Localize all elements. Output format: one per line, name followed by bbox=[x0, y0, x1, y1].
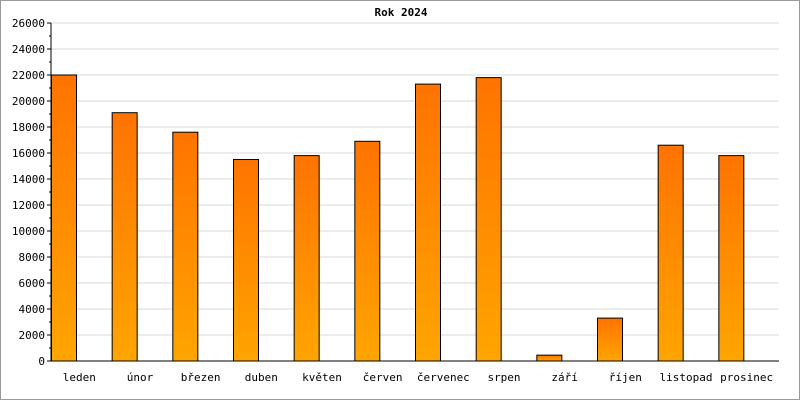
x-tick-label: červenec bbox=[417, 371, 470, 384]
x-tick-label: září bbox=[551, 371, 578, 384]
x-tick-label: únor bbox=[127, 371, 154, 384]
y-tick-label: 14000 bbox=[12, 173, 45, 186]
y-tick-label: 0 bbox=[38, 355, 45, 368]
y-tick-label: 18000 bbox=[12, 121, 45, 134]
bar-11 bbox=[718, 155, 745, 362]
y-tick-label: 24000 bbox=[12, 43, 45, 56]
bar-9 bbox=[597, 317, 623, 362]
y-tick-label: 6000 bbox=[19, 277, 46, 290]
bar-0 bbox=[51, 74, 77, 362]
bar-1 bbox=[111, 112, 138, 362]
bar-10 bbox=[657, 144, 684, 362]
bars bbox=[51, 74, 745, 362]
bar-5 bbox=[354, 140, 381, 362]
x-labels: leden únor březen duben květen červen červenec… bbox=[63, 371, 773, 384]
chart-title: Rok 2024 bbox=[375, 6, 428, 19]
y-tick-label: 4000 bbox=[19, 303, 46, 316]
x-tick-label: srpen bbox=[487, 371, 520, 384]
y-tick-label: 8000 bbox=[19, 251, 46, 264]
x-tick-label: červen bbox=[363, 371, 403, 384]
x-tick-label: květen bbox=[302, 371, 342, 384]
x-tick-label: leden bbox=[63, 371, 96, 384]
bar-2 bbox=[172, 131, 199, 362]
x-tick-label: duben bbox=[245, 371, 278, 384]
y-tick-label: 10000 bbox=[12, 225, 45, 238]
bar-3 bbox=[233, 159, 259, 362]
y-tick-label: 20000 bbox=[12, 95, 45, 108]
y-tick-label: 12000 bbox=[12, 199, 45, 212]
bar-7 bbox=[475, 77, 502, 362]
y-tick-label: 2000 bbox=[19, 329, 46, 342]
bar-6 bbox=[415, 83, 441, 362]
x-tick-label: listopad bbox=[660, 371, 713, 384]
bar-8 bbox=[536, 354, 563, 362]
y-ticks: 0 2000 4000 6000 8000 10000 12000 14000 16000 180… bbox=[12, 17, 51, 368]
bar-4 bbox=[293, 155, 320, 362]
y-tick-label: 16000 bbox=[12, 147, 45, 160]
x-tick-label: říjen bbox=[609, 371, 642, 384]
x-tick-label: prosinec bbox=[720, 371, 773, 384]
x-tick-label: březen bbox=[181, 371, 221, 384]
y-tick-label: 22000 bbox=[12, 69, 45, 82]
y-tick-label: 26000 bbox=[12, 17, 45, 30]
